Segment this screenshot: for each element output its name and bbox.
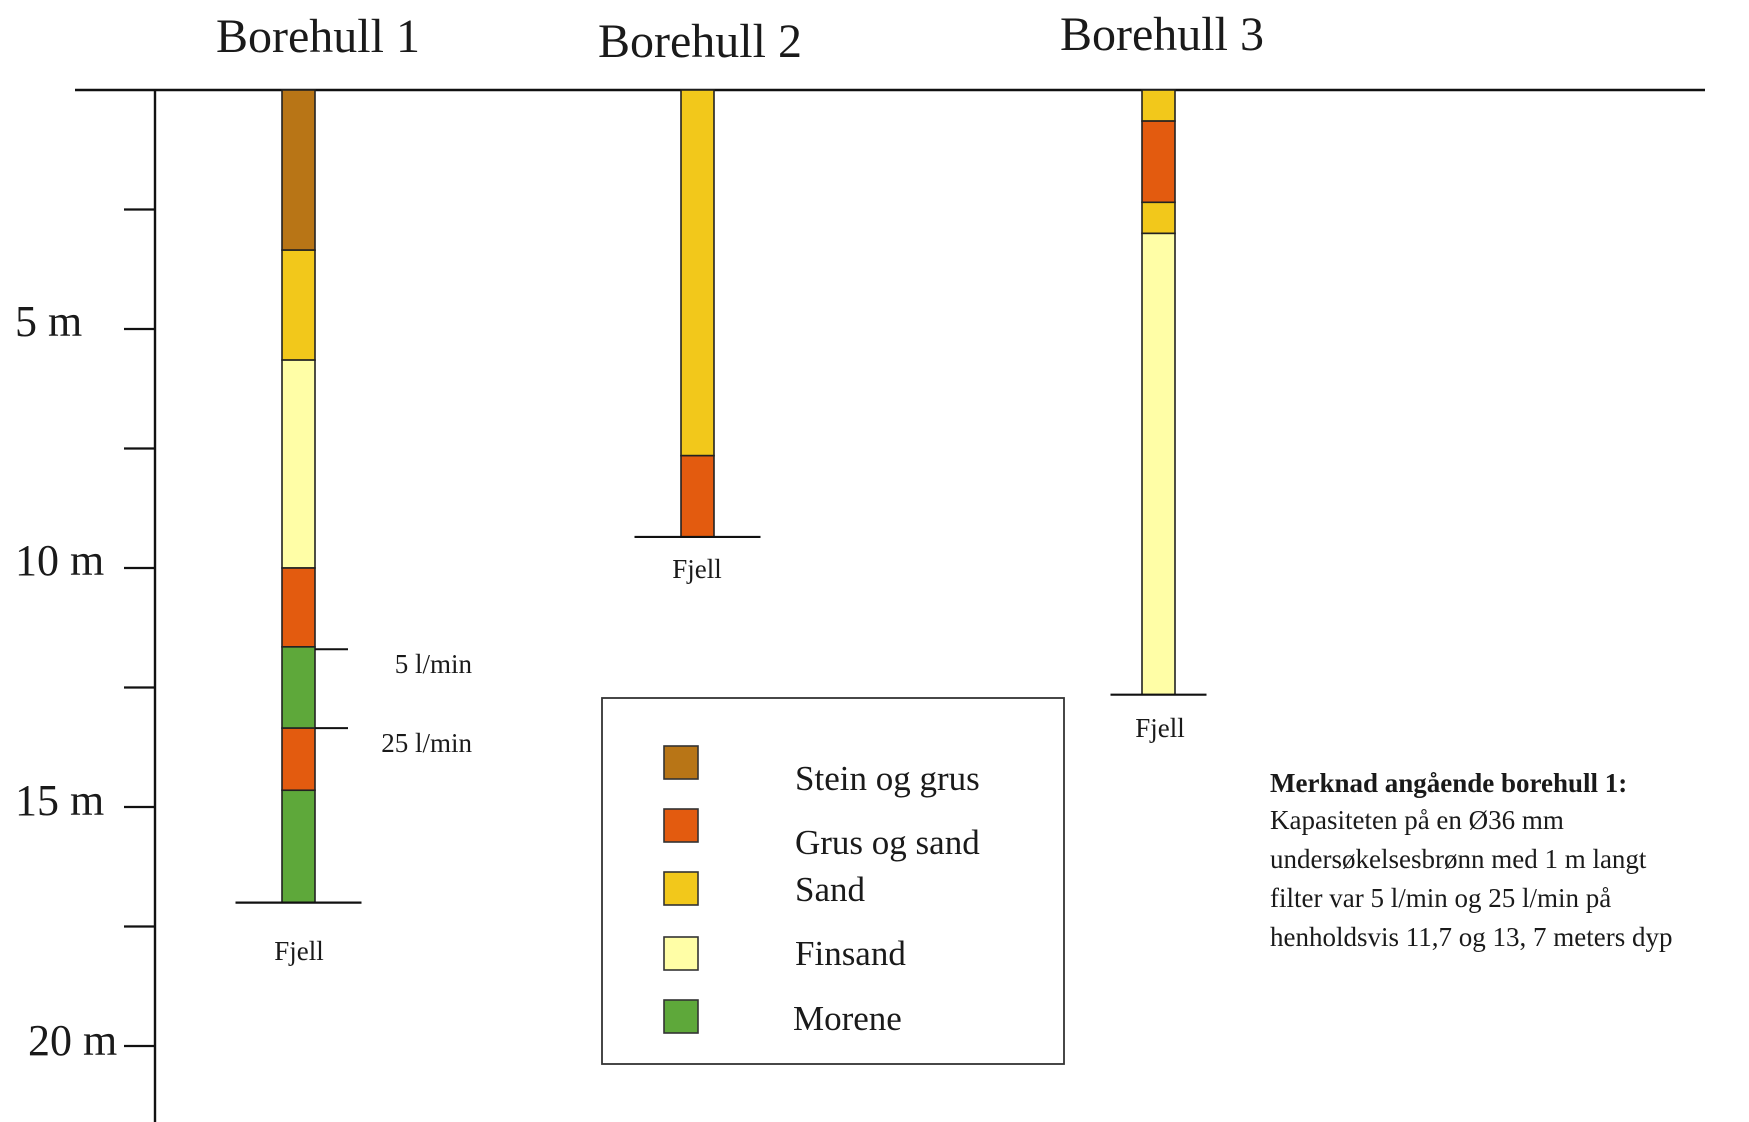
note-line-4: henholdsvis 11,7 og 13, 7 meters dyp bbox=[1270, 922, 1672, 952]
layer-sand bbox=[281, 249, 316, 361]
legend-label-finsand: Finsand bbox=[795, 934, 906, 973]
flow-label-25: 25 l/min bbox=[381, 728, 472, 758]
layer-sand bbox=[1141, 201, 1176, 235]
layer-grus-og-sand bbox=[281, 567, 316, 648]
layer-grus-og-sand bbox=[680, 454, 715, 538]
legend-swatch-sand bbox=[663, 871, 699, 906]
layer-sand bbox=[680, 89, 715, 457]
depth-label-20m: 20 m bbox=[28, 1016, 117, 1065]
borehole-3-column bbox=[1110, 89, 1207, 696]
depth-label-15m: 15 m bbox=[15, 776, 104, 825]
depth-ticks bbox=[124, 208, 155, 1048]
legend-label-morene: Morene bbox=[793, 999, 902, 1038]
legend-label-stein-og-grus: Stein og grus bbox=[795, 759, 980, 798]
borehole-1-title: Borehull 1 bbox=[216, 10, 420, 63]
note-line-2: undersøkelsesbrønn med 1 m langt bbox=[1270, 844, 1647, 874]
layer-morene bbox=[281, 789, 316, 904]
layer-stein-og-grus bbox=[281, 89, 316, 251]
legend-swatch-stein-og-grus bbox=[663, 745, 699, 780]
note-line-1: Kapasiteten på en Ø36 mm bbox=[1270, 805, 1564, 835]
depth-label-10m: 10 m bbox=[15, 536, 104, 585]
legend-swatch-morene bbox=[663, 999, 699, 1034]
layer-grus-og-sand bbox=[1141, 120, 1176, 204]
layer-morene bbox=[281, 646, 316, 729]
borehole-2-bedrock-label: Fjell bbox=[672, 554, 722, 584]
flow-label-5: 5 l/min bbox=[395, 649, 473, 679]
layer-finsand bbox=[281, 359, 316, 569]
borehole-1-column bbox=[235, 89, 362, 904]
note-line-3: filter var 5 l/min og 25 l/min på bbox=[1270, 883, 1611, 913]
note: Merknad angående borehull 1: Kapasiteten… bbox=[1270, 768, 1672, 952]
borehole-2-column bbox=[634, 89, 761, 539]
legend-label-sand: Sand bbox=[795, 870, 866, 909]
depth-label-5m: 5 m bbox=[15, 297, 82, 346]
note-title: Merknad angående borehull 1: bbox=[1270, 768, 1627, 798]
legend-swatch-grus-og-sand bbox=[663, 808, 699, 843]
layer-finsand bbox=[1141, 232, 1176, 696]
borehole-3-bedrock-label: Fjell bbox=[1135, 713, 1185, 743]
borehole-2-title: Borehull 2 bbox=[598, 15, 802, 68]
legend-label-grus-og-sand: Grus og sand bbox=[795, 823, 980, 862]
borehole-3-title: Borehull 3 bbox=[1060, 8, 1264, 61]
legend-swatch-finsand bbox=[663, 936, 699, 971]
layer-sand bbox=[1141, 89, 1176, 122]
layer-grus-og-sand bbox=[281, 727, 316, 792]
borehole-1-bedrock-label: Fjell bbox=[274, 936, 324, 966]
legend: Stein og grus Grus og sand Sand Finsand … bbox=[601, 697, 1065, 1065]
